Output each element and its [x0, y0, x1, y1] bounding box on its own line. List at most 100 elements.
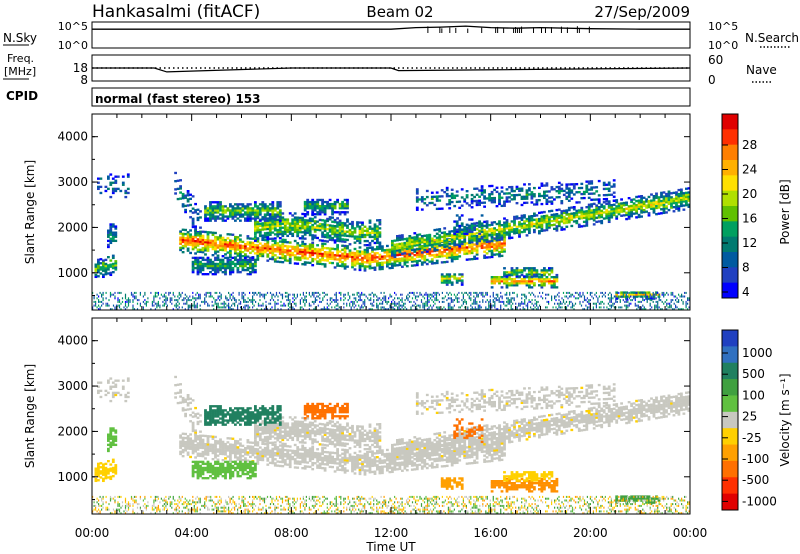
power-cell: [435, 291, 438, 294]
power-cell: [196, 238, 200, 241]
power-cell: [171, 302, 173, 305]
power-cell: [408, 253, 412, 256]
power-cell: [524, 302, 526, 305]
power-cell: [642, 202, 646, 206]
power-cell: [470, 202, 474, 205]
power-cell: [567, 291, 569, 294]
power-cell: [198, 297, 200, 300]
power-cell: [119, 189, 123, 193]
power-cell: [378, 247, 382, 250]
power-cell: [241, 291, 243, 294]
noise-right-tick-bottom: 10^0: [708, 39, 738, 52]
power-cell: [236, 205, 240, 208]
power-cell: [135, 291, 137, 294]
power-cell: [520, 269, 524, 272]
power-cell: [291, 247, 295, 251]
power-cell: [483, 236, 486, 239]
power-cell: [503, 231, 506, 235]
power-cell: [109, 227, 113, 230]
power-cell: [458, 300, 460, 303]
power-cell: [550, 286, 554, 289]
power-cell: [296, 218, 300, 221]
power-cell: [652, 197, 656, 200]
power-cell: [303, 255, 307, 258]
power-cell: [583, 295, 586, 298]
power-cell: [363, 261, 367, 264]
power-cell: [473, 234, 476, 237]
power-cell: [337, 308, 339, 310]
power-cell: [133, 291, 136, 294]
power-cell: [525, 282, 529, 285]
power-cell: [222, 302, 224, 305]
power-cell: [107, 268, 110, 271]
power-cell: [553, 213, 556, 216]
power-cell: [610, 300, 612, 303]
power-cell: [445, 192, 449, 196]
power-cell: [127, 297, 130, 300]
power-cell: [206, 266, 210, 270]
power-cell: [353, 235, 357, 238]
power-cell: [391, 241, 394, 245]
power-cell: [540, 273, 544, 277]
power-cell: [635, 293, 638, 296]
power-cell: [302, 299, 304, 302]
power-cell: [224, 256, 227, 260]
power-cell: [373, 293, 375, 296]
power-cell: [351, 220, 354, 224]
power-cell: [373, 233, 377, 236]
power-cell: [199, 264, 202, 268]
power-cell: [177, 308, 179, 310]
power-cell: [450, 234, 454, 237]
power-cell: [396, 258, 399, 261]
power-cell: [196, 271, 200, 274]
power-cell: [179, 187, 182, 190]
power-cell: [313, 207, 317, 210]
power-cell: [485, 224, 489, 227]
power-cell: [567, 189, 571, 192]
power-cell: [572, 216, 576, 219]
power-cell: [346, 224, 349, 227]
power-cell: [574, 302, 577, 305]
power-cell: [284, 295, 287, 298]
power-cell: [371, 231, 374, 235]
power-cell: [311, 228, 315, 231]
power-cell: [557, 220, 561, 224]
power-cell: [196, 244, 200, 247]
power-cell: [371, 227, 374, 230]
power-cell: [246, 207, 250, 210]
power-cell: [393, 243, 397, 246]
power-cell: [213, 308, 215, 310]
power-cell: [191, 271, 195, 274]
power-cell: [258, 234, 262, 238]
power-cell: [109, 259, 113, 262]
power-cell: [607, 183, 611, 186]
power-cell: [560, 187, 564, 191]
power-cell: [603, 293, 605, 296]
power-cell: [485, 256, 489, 259]
power-cell: [510, 271, 514, 274]
power-cell: [445, 246, 449, 249]
power-cell: [468, 224, 471, 227]
power-cell: [587, 213, 591, 217]
power-cell: [667, 196, 671, 199]
power-cell: [256, 250, 260, 253]
power-cell: [470, 297, 472, 300]
power-cell: [650, 199, 653, 202]
power-cell: [204, 299, 206, 302]
power-cell: [204, 207, 207, 210]
power-cell: [311, 253, 315, 257]
power-cell: [540, 278, 544, 281]
power-cell: [605, 208, 609, 212]
power-cell: [585, 299, 587, 302]
power-cell: [368, 308, 370, 310]
power-cell: [535, 214, 539, 217]
power-cell: [179, 238, 182, 241]
power-cell: [333, 229, 337, 232]
power-cell: [341, 207, 344, 210]
power-cell: [346, 253, 349, 256]
power-cell: [239, 211, 242, 214]
power-cell: [381, 261, 384, 264]
power-cell: [672, 201, 676, 205]
power-cell: [314, 291, 316, 294]
power-cell: [114, 175, 118, 178]
